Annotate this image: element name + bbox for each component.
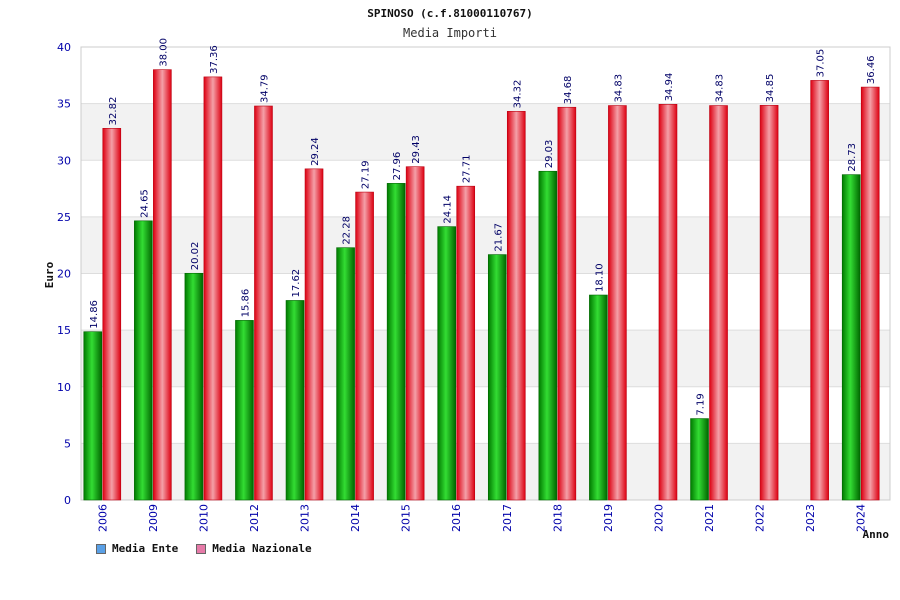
value-label: 24.14 — [443, 195, 454, 224]
bar-media-nazionale — [608, 105, 627, 501]
bar-media-nazionale — [658, 104, 678, 501]
value-label: 34.32 — [512, 80, 523, 109]
x-tick-label: 2024 — [855, 504, 868, 532]
y-tick-label: 35 — [57, 98, 71, 111]
x-tick-label: 2013 — [299, 504, 312, 532]
bar-media-nazionale — [355, 191, 374, 501]
y-tick-label: 5 — [64, 437, 71, 450]
x-tick-label: 2015 — [400, 504, 413, 532]
bar-media-ente — [487, 254, 507, 501]
y-tick-label: 25 — [57, 211, 71, 224]
x-axis: 2006 2009 2010 2012 2013 2014 2015 2016 2017 2018… — [96, 504, 867, 532]
y-tick-label: 10 — [57, 381, 71, 394]
bar-media-ente — [690, 418, 709, 501]
bar-media-ente — [83, 331, 103, 501]
value-label: 7.19 — [696, 393, 707, 415]
value-label: 29.03 — [544, 140, 555, 169]
y-axis: 0 5 10 15 20 25 30 35 40 — [57, 41, 71, 507]
legend-swatch-media-ente — [96, 543, 106, 554]
y-tick-label: 15 — [57, 324, 71, 337]
value-label: 24.65 — [139, 189, 150, 218]
value-label: 34.94 — [664, 73, 675, 102]
x-tick-label: 2018 — [551, 504, 564, 532]
bar-media-ente — [538, 170, 558, 501]
value-label: 18.10 — [594, 263, 605, 292]
value-label: 27.96 — [392, 152, 403, 181]
bar-media-nazionale — [709, 105, 728, 501]
bar-media-ente — [134, 220, 153, 501]
value-label: 17.62 — [291, 269, 302, 298]
y-tick-label: 30 — [57, 154, 71, 167]
y-tick-label: 40 — [57, 41, 71, 54]
value-label: 15.86 — [240, 289, 251, 318]
x-tick-label: 2014 — [349, 504, 362, 532]
value-label: 22.28 — [342, 216, 353, 245]
bar-media-ente — [184, 272, 204, 501]
value-label: 36.46 — [866, 55, 877, 84]
y-axis-label: Euro — [43, 261, 56, 288]
bar-media-ente — [841, 174, 861, 501]
y-tick-label: 20 — [57, 268, 71, 281]
x-axis-label: Anno — [863, 528, 890, 541]
legend-label-media-nazionale: Media Nazionale — [212, 542, 312, 555]
x-tick-label: 2019 — [602, 504, 615, 532]
bar-media-nazionale — [102, 128, 122, 501]
x-tick-label: 2021 — [703, 504, 716, 532]
value-label: 20.02 — [190, 242, 201, 271]
bar-media-nazionale — [860, 86, 880, 501]
value-label: 21.67 — [493, 223, 504, 252]
legend-item-media-nazionale: Media Nazionale — [196, 542, 312, 555]
bar-media-nazionale — [203, 76, 223, 501]
x-tick-label: 2016 — [450, 504, 463, 532]
bar-media-ente — [589, 294, 608, 501]
bar-media-nazionale — [810, 80, 829, 501]
x-tick-label: 2020 — [652, 504, 665, 532]
bar-media-ente — [235, 320, 254, 501]
chart-title: SPINOSO (c.f.81000110767) — [367, 7, 533, 20]
bar-media-nazionale — [405, 166, 425, 501]
bar-media-nazionale — [506, 111, 526, 501]
legend: Media Ente Media Nazionale — [96, 542, 312, 555]
value-label: 29.43 — [411, 135, 422, 164]
value-label: 37.36 — [209, 45, 220, 74]
value-label: 29.24 — [310, 137, 321, 166]
value-label: 27.71 — [462, 155, 473, 184]
legend-label-media-ente: Media Ente — [112, 542, 179, 555]
value-label: 28.73 — [847, 143, 858, 172]
x-tick-label: 2012 — [248, 504, 261, 532]
value-label: 37.05 — [816, 49, 827, 78]
value-label: 34.85 — [765, 74, 776, 103]
bar-media-ente — [437, 226, 457, 501]
plot-border — [80, 46, 891, 501]
x-tick-label: 2023 — [804, 504, 817, 532]
x-tick-label: 2017 — [501, 504, 514, 532]
value-label: 34.83 — [715, 74, 726, 103]
bar-media-nazionale — [304, 168, 324, 501]
value-label: 34.68 — [563, 76, 574, 105]
bar-media-nazionale — [557, 106, 577, 501]
x-tick-label: 2006 — [96, 504, 109, 532]
value-label: 38.00 — [158, 38, 169, 67]
bar-media-nazionale — [456, 185, 476, 501]
bar-media-ente — [386, 183, 406, 501]
x-tick-label: 2009 — [147, 504, 160, 532]
y-tick-label: 0 — [64, 494, 71, 507]
x-tick-label: 2010 — [197, 504, 210, 532]
value-label: 27.19 — [361, 160, 372, 189]
value-label: 34.79 — [259, 74, 270, 103]
bars: 14.86 32.82 24.65 38.00 20.02 37.36 15.86 34.79… — [83, 38, 880, 501]
bar-media-nazionale — [153, 69, 172, 501]
bar-media-ente — [285, 300, 305, 501]
value-label: 14.86 — [89, 300, 100, 329]
legend-item-media-ente: Media Ente — [96, 542, 178, 555]
value-label: 34.83 — [613, 74, 624, 103]
chart-subtitle: Media Importi — [403, 26, 497, 40]
bar-media-ente — [336, 247, 355, 501]
x-tick-label: 2022 — [754, 504, 767, 532]
bar-media-nazionale — [759, 105, 779, 501]
legend-swatch-media-nazionale — [196, 543, 207, 554]
bar-media-nazionale — [254, 105, 273, 501]
value-label: 32.82 — [108, 97, 119, 126]
